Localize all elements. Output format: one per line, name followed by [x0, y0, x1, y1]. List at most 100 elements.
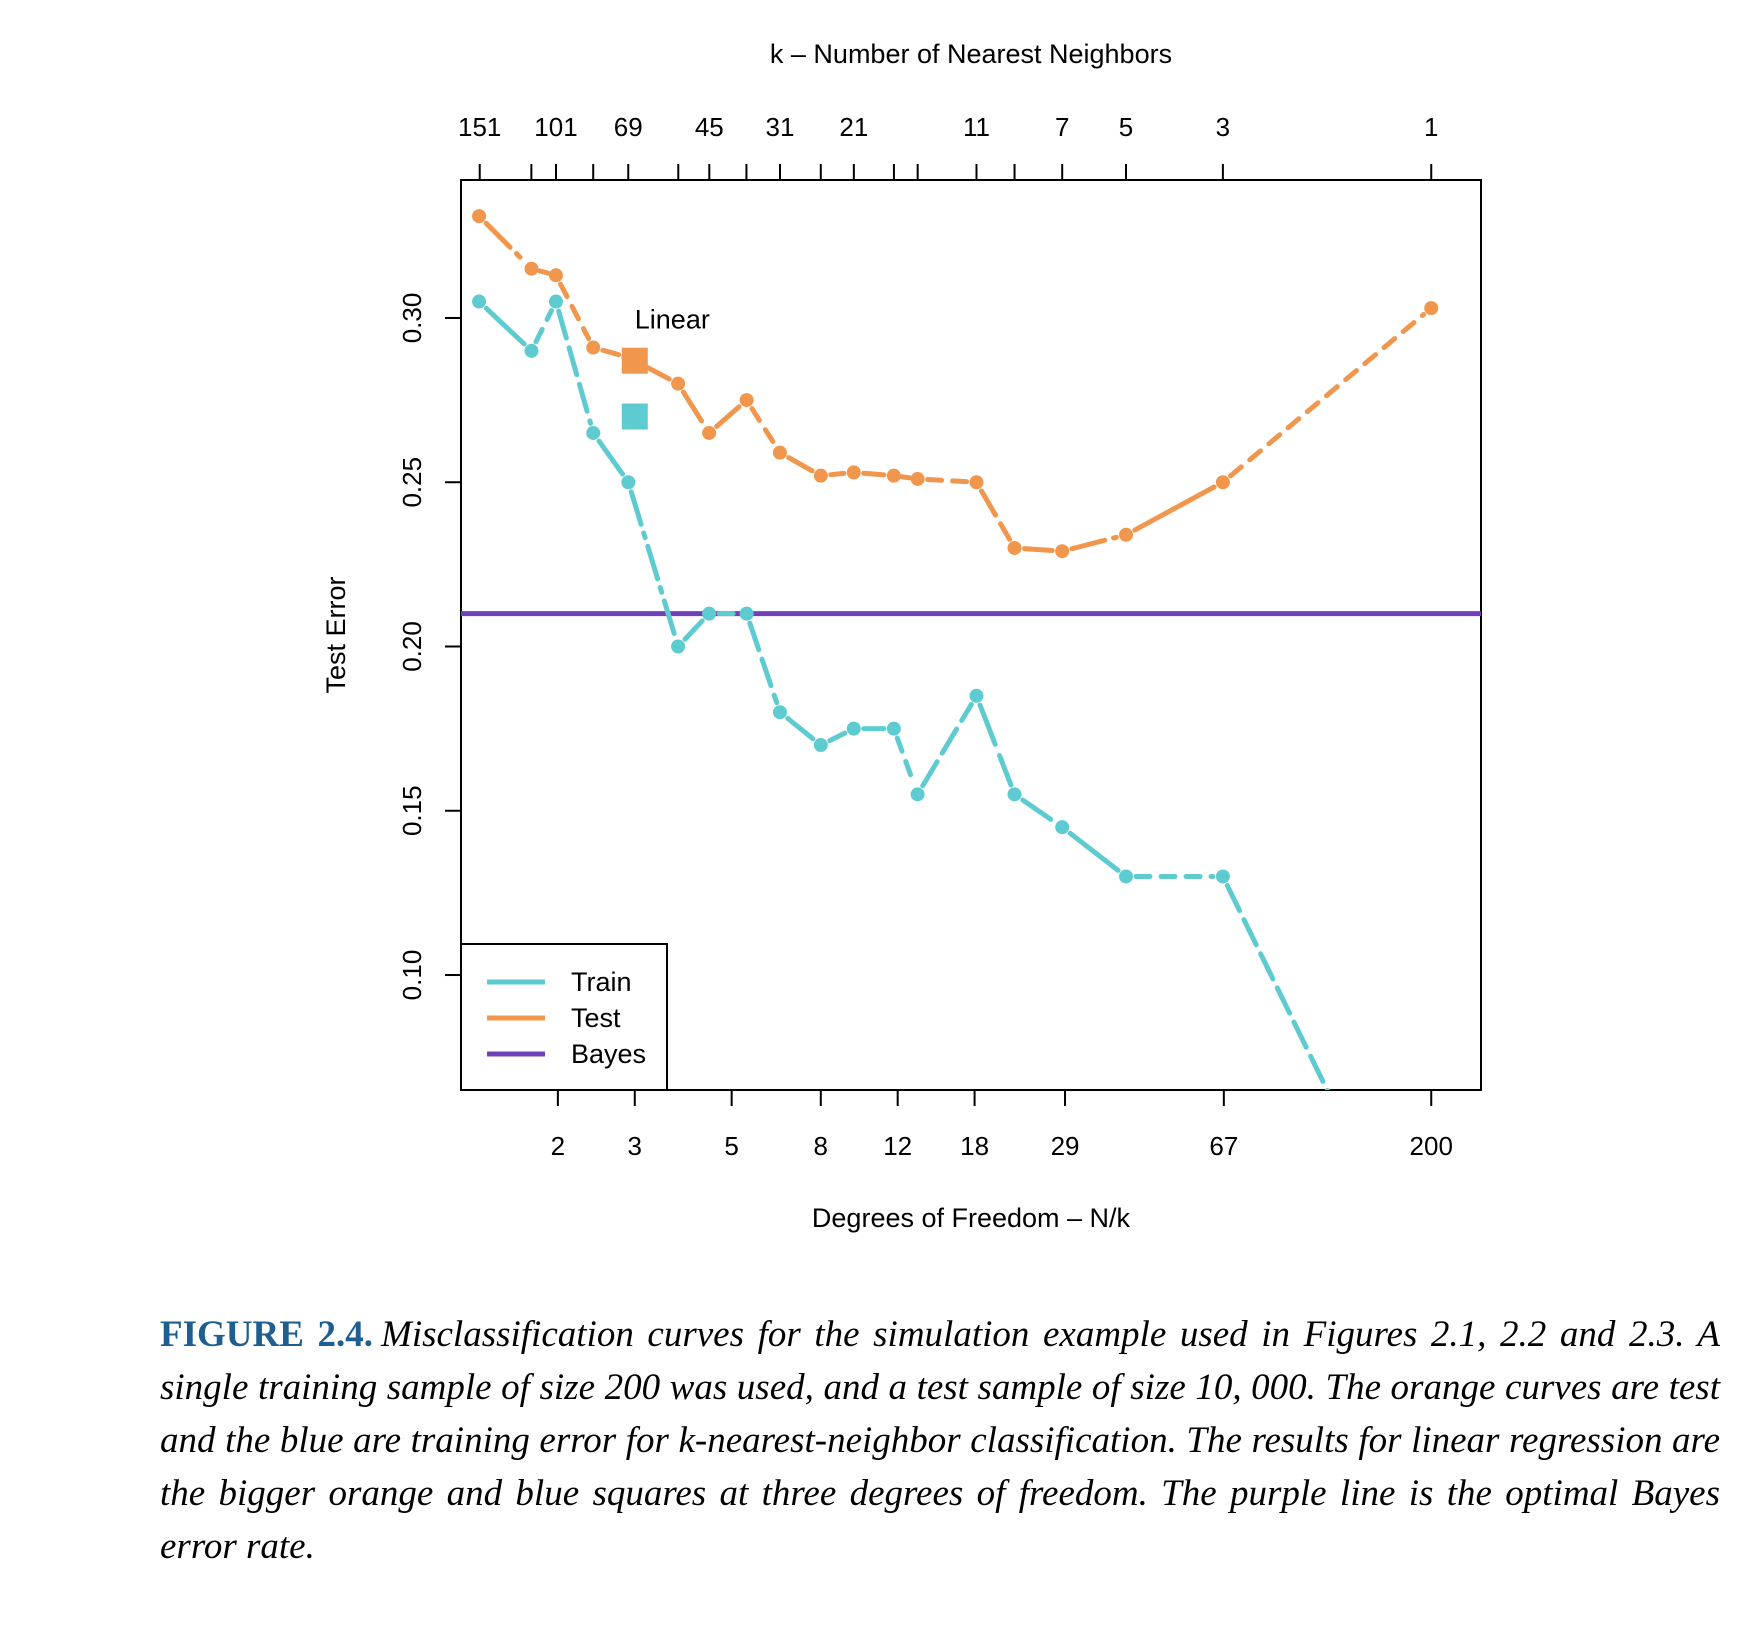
x-axis-tick-label: 29 [1051, 1131, 1080, 1161]
train-point [524, 343, 539, 358]
train-line-segment [894, 735, 917, 788]
train-point [472, 294, 487, 309]
train-line-segment [747, 620, 780, 706]
train-point [548, 294, 563, 309]
legend-label: Train [571, 967, 632, 997]
test-line-segment [1228, 312, 1427, 479]
test-point [969, 475, 984, 490]
train-line-segment [682, 618, 705, 642]
linear-train-square [621, 403, 648, 430]
train-line-segment [1224, 882, 1330, 1090]
test-line-segment [1132, 484, 1217, 533]
train-point [886, 721, 901, 736]
test-line-segment [483, 220, 527, 265]
train-point [621, 475, 636, 490]
y-axis-tick-label: 0.30 [397, 293, 427, 344]
test-line-segment [1069, 534, 1119, 552]
y-axis-title: Test Error [321, 576, 351, 693]
train-point [586, 425, 601, 440]
train-point [739, 606, 754, 621]
x-axis-tick-label: 5 [724, 1131, 738, 1161]
top-axis-tick-label: 7 [1055, 112, 1069, 142]
train-line-segment [533, 308, 555, 345]
misclassification-chart: k – Number of Nearest Neighbors 151 101 69… [321, 39, 1482, 1233]
test-line-segment [899, 474, 913, 481]
train-point [846, 721, 861, 736]
train-line-segment [1020, 797, 1057, 825]
test-point [524, 261, 539, 276]
test-line-segment [786, 455, 815, 474]
top-axis-tick-label: 11 [963, 112, 990, 142]
train-point [671, 639, 686, 654]
x-axis-tick-label: 67 [1209, 1131, 1238, 1161]
plot-frame [460, 179, 1482, 1091]
top-axis-tick-label: 5 [1119, 112, 1133, 142]
test-point [472, 209, 487, 224]
test-line-segment [558, 281, 592, 342]
legend-label: Test [571, 1003, 621, 1033]
top-axis-tick-label: 31 [766, 112, 795, 142]
train-line-segment [1067, 830, 1121, 873]
test-point [1119, 527, 1134, 542]
test-point [846, 465, 861, 480]
top-axis-tick-label: 21 [839, 112, 868, 142]
test-line-segment [828, 470, 847, 478]
x-axis-tick-label: 2 [551, 1131, 565, 1161]
test-point [548, 268, 563, 283]
y-axis-tick-label: 0.20 [397, 621, 427, 672]
y-axis-tick-label: 0.10 [397, 950, 427, 1001]
test-point [813, 468, 828, 483]
x-axis-tick-label: 12 [883, 1131, 912, 1161]
train-line-segment [827, 730, 848, 744]
train-point [772, 705, 787, 720]
top-axis: 151 101 69 45 31 21 11 7 5 3 1 [458, 112, 1438, 180]
train-point [813, 738, 828, 753]
train-line-segment [785, 715, 816, 742]
x-axis-tick-label: 200 [1410, 1131, 1453, 1161]
train-line-segment [596, 438, 626, 477]
legend-label: Bayes [571, 1039, 646, 1069]
top-axis-title: k – Number of Nearest Neighbors [770, 39, 1172, 69]
linear-annotation: Linear [635, 305, 710, 335]
train-line-segment [483, 305, 527, 347]
top-axis-tick-label: 45 [695, 112, 724, 142]
x-axis: 2 3 5 8 12 18 29 67 200 [551, 1090, 1453, 1161]
test-line-segment [714, 404, 742, 429]
test-point [1007, 540, 1022, 555]
top-axis-tick-label: 151 [458, 112, 501, 142]
figure-caption: FIGURE 2.4. Misclassification curves for … [160, 1308, 1720, 1573]
train-point [702, 606, 717, 621]
train-line-segment [920, 701, 974, 789]
test-point [702, 425, 717, 440]
train-point [969, 688, 984, 703]
test-line-segment [861, 470, 887, 478]
top-axis-tick-label: 69 [614, 112, 643, 142]
legend: Train Test Bayes [460, 943, 668, 1091]
test-line-segment [978, 488, 1013, 542]
train-line-segment [628, 489, 678, 640]
test-line-segment [680, 389, 707, 427]
top-axis-tick-label: 1 [1424, 112, 1438, 142]
x-axis-tick-label: 18 [960, 1131, 989, 1161]
y-axis: 0.10 0.15 0.20 0.25 0.30 [397, 293, 461, 1001]
y-axis-tick-label: 0.25 [397, 457, 427, 508]
test-point [586, 340, 601, 355]
test-point [1215, 475, 1230, 490]
figure-label: FIGURE 2.4. [160, 1314, 373, 1355]
test-line-segment [749, 406, 778, 447]
test-line-segment [600, 347, 622, 358]
train-point [1215, 869, 1230, 884]
top-axis-tick-label: 3 [1216, 112, 1230, 142]
caption-text: Misclassification curves for the simulat… [160, 1314, 1720, 1567]
test-point [1055, 544, 1070, 559]
train-point [910, 787, 925, 802]
test-point [671, 376, 686, 391]
test-point [910, 471, 925, 486]
train-point [1119, 869, 1134, 884]
train-line-segment [556, 308, 594, 426]
x-axis-tick-label: 8 [814, 1131, 828, 1161]
test-point [772, 445, 787, 460]
test-line-segment [925, 477, 969, 485]
train-point [1007, 787, 1022, 802]
top-axis-tick-label: 101 [534, 112, 577, 142]
